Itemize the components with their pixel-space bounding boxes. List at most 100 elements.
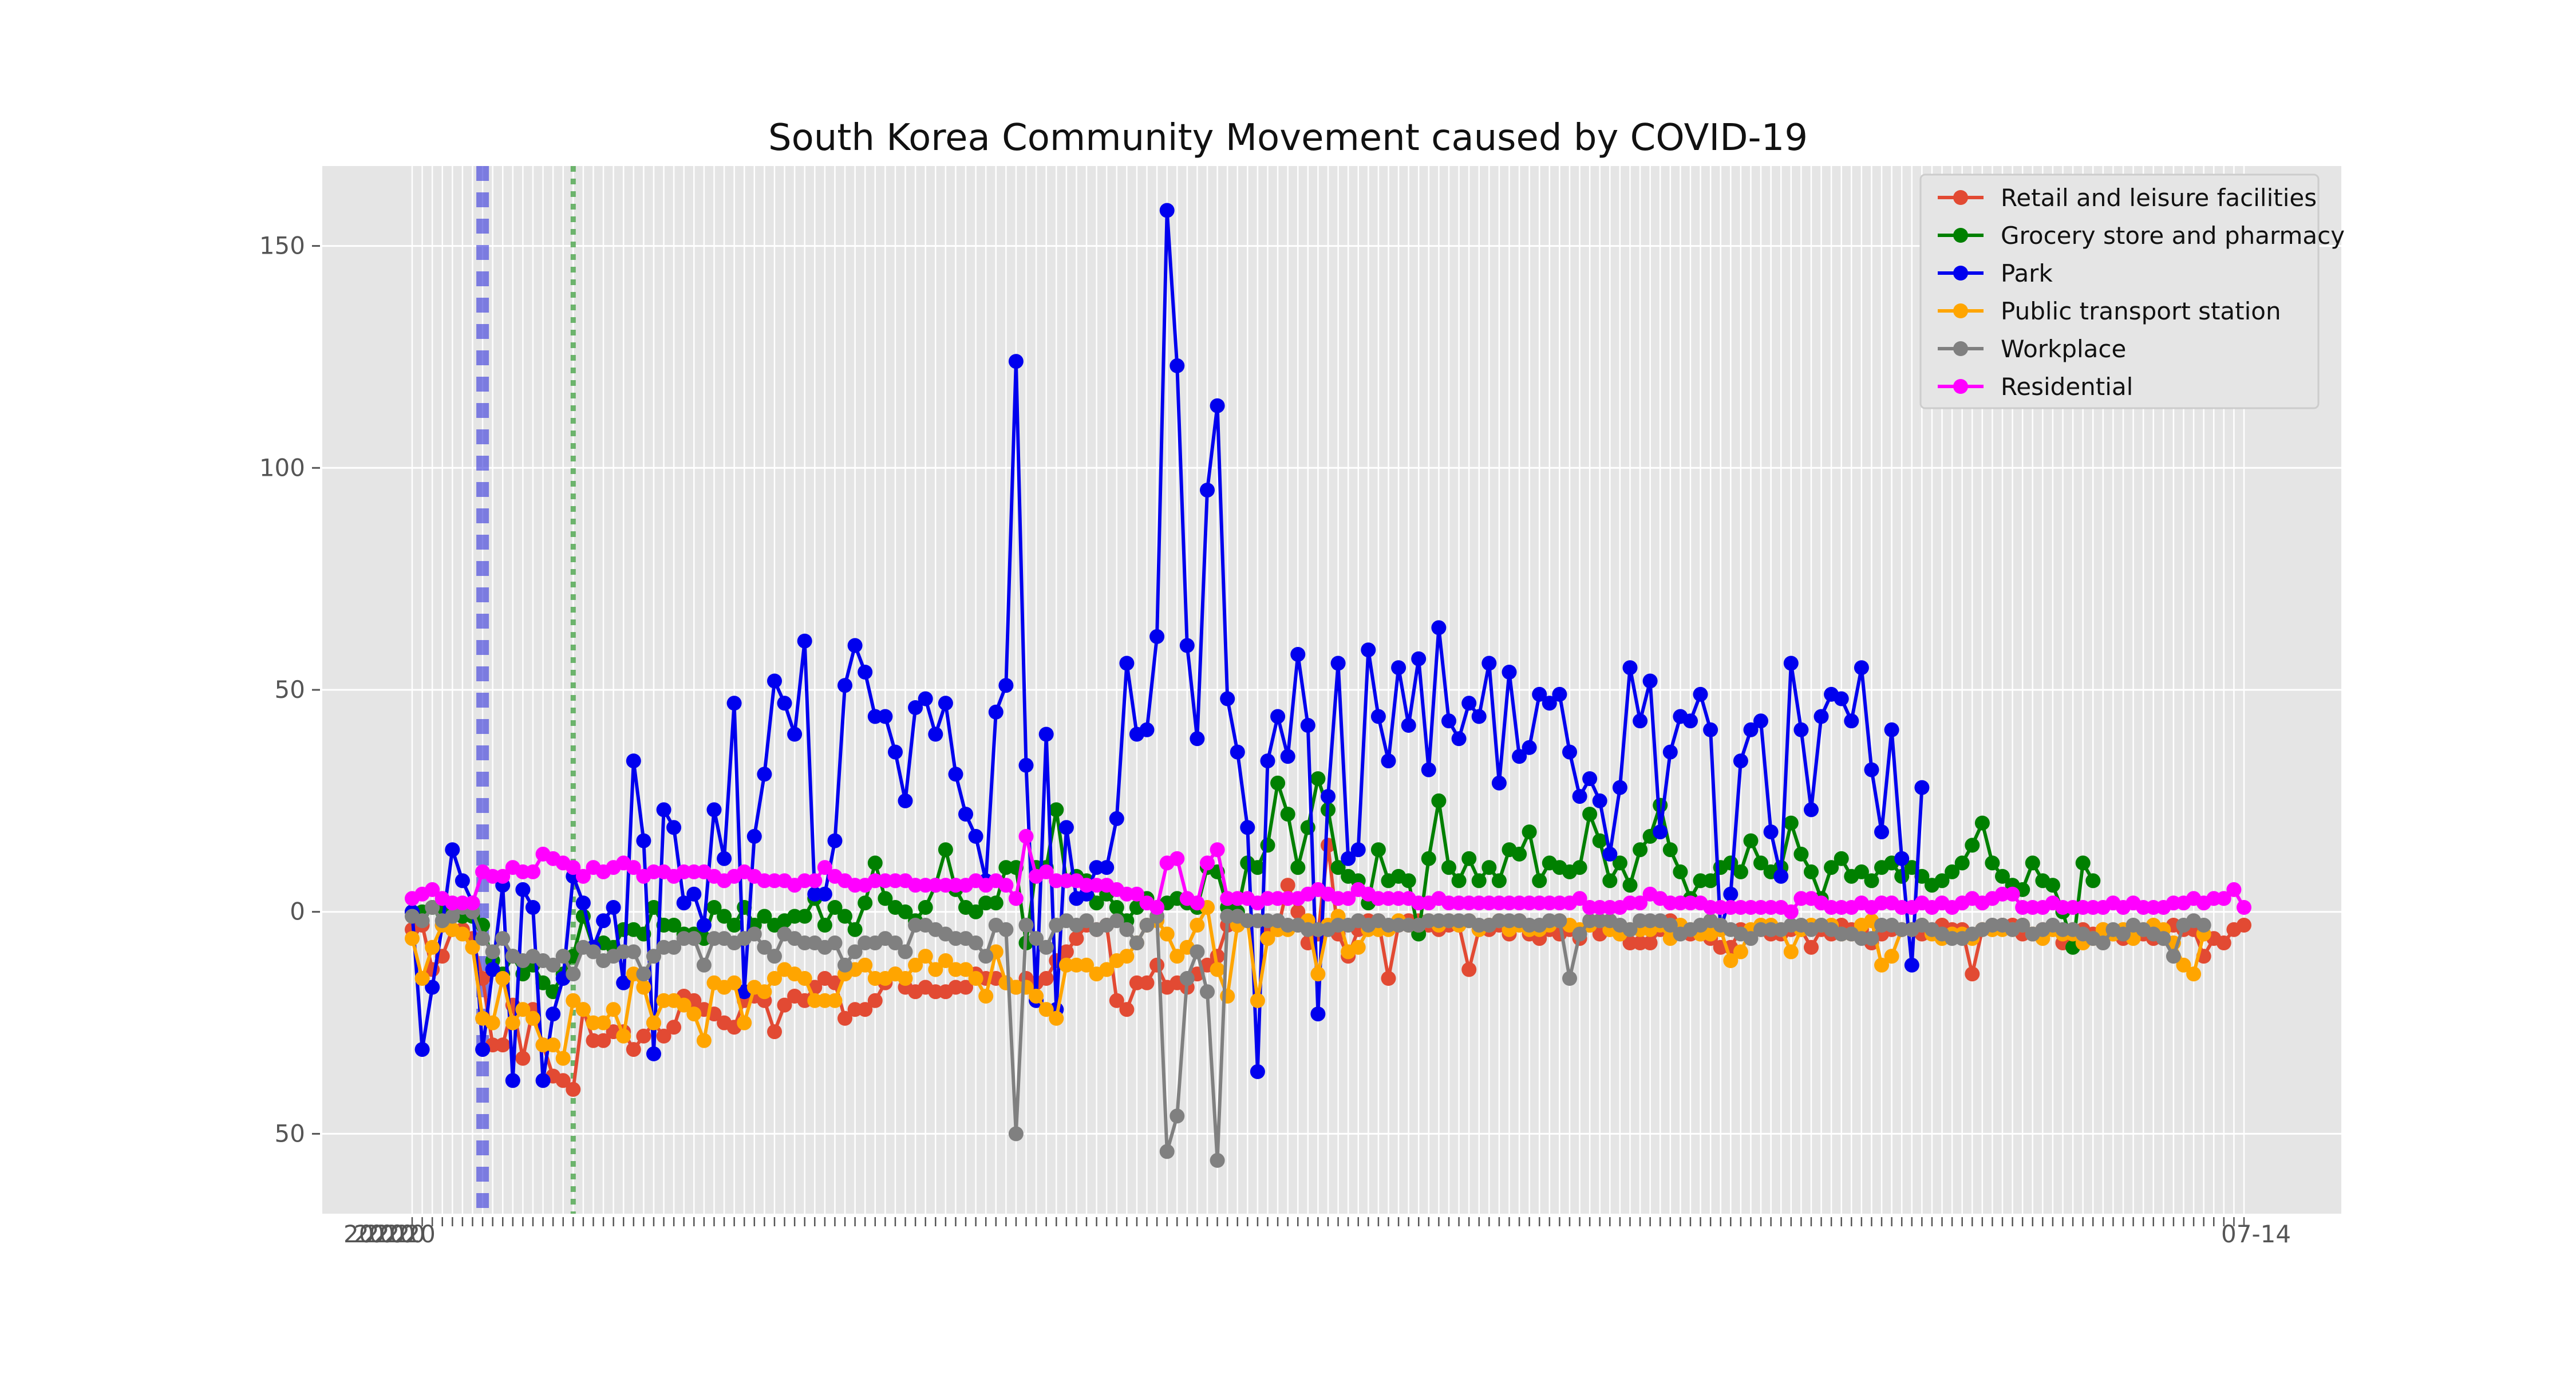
data-point	[1350, 939, 1366, 955]
data-point	[666, 1020, 682, 1035]
data-point	[495, 971, 511, 986]
data-point	[1139, 975, 1155, 990]
data-point	[1270, 709, 1286, 724]
data-point	[1038, 939, 1054, 955]
data-point	[1421, 762, 1436, 777]
data-point	[1109, 993, 1124, 1008]
data-point	[1884, 722, 1899, 737]
data-point	[1179, 638, 1195, 653]
y-tick-label: 50	[275, 676, 305, 704]
data-point	[1038, 727, 1054, 742]
data-point	[1200, 984, 1215, 1000]
data-point	[1018, 918, 1034, 933]
data-point	[2085, 873, 2101, 889]
data-point	[888, 935, 903, 950]
data-point	[2196, 918, 2211, 933]
data-point	[1461, 696, 1477, 711]
data-point	[686, 1006, 702, 1022]
data-point	[837, 909, 852, 924]
data-point	[1441, 860, 1456, 875]
data-point	[1763, 824, 1779, 840]
data-point	[2015, 918, 2030, 933]
data-point	[1582, 807, 1598, 822]
data-point	[858, 665, 873, 680]
data-point	[767, 673, 782, 689]
data-point	[1119, 1002, 1135, 1017]
data-point	[425, 939, 440, 955]
data-point	[1029, 931, 1044, 946]
data-point	[817, 860, 832, 875]
data-point	[1592, 793, 1607, 808]
data-point	[1753, 855, 1768, 871]
data-point	[586, 944, 601, 960]
data-point	[455, 926, 470, 942]
data-point	[626, 944, 641, 960]
series-workplace	[405, 900, 2211, 1168]
data-point	[1814, 709, 1829, 724]
legend-item: Residential	[1938, 373, 2133, 401]
data-point	[1471, 709, 1487, 724]
data-point	[1965, 838, 1980, 853]
x-tick-label: 2020	[374, 1220, 436, 1248]
legend-label: Park	[2001, 259, 2053, 287]
data-point	[1562, 971, 1577, 986]
data-point	[837, 957, 852, 973]
data-point	[1502, 665, 1517, 680]
data-point	[555, 1073, 571, 1088]
data-point	[1210, 1152, 1225, 1168]
data-point	[1804, 939, 1819, 955]
data-point	[2176, 957, 2191, 973]
data-point	[646, 1046, 661, 1061]
data-point	[666, 939, 682, 955]
data-point	[767, 971, 782, 986]
data-point	[1008, 891, 1024, 906]
x-tick-label: 2020	[354, 1220, 415, 1248]
data-point	[878, 709, 893, 724]
data-point	[767, 949, 782, 964]
data-point	[1864, 762, 1879, 777]
data-point	[1129, 935, 1144, 950]
y-tick-label: 150	[259, 232, 305, 260]
data-point	[646, 1015, 661, 1030]
data-point	[757, 767, 772, 782]
data-point	[978, 989, 994, 1004]
data-point	[546, 1037, 561, 1053]
data-point	[1018, 828, 1034, 844]
data-point	[1653, 824, 1668, 840]
data-point	[414, 1042, 430, 1057]
data-point	[1512, 846, 1527, 862]
data-point	[636, 966, 651, 982]
data-point	[2216, 935, 2231, 950]
data-point	[1008, 1126, 1024, 1142]
data-point	[495, 1037, 511, 1053]
data-point	[566, 993, 581, 1008]
data-point	[696, 957, 712, 973]
data-point	[1451, 873, 1467, 889]
data-point	[888, 744, 903, 760]
data-point	[1471, 873, 1487, 889]
data-point	[1542, 696, 1557, 711]
data-point	[757, 939, 772, 955]
data-point	[1200, 855, 1215, 871]
data-point	[1532, 873, 1547, 889]
data-point	[1280, 878, 1295, 893]
legend-marker	[1953, 303, 1968, 318]
data-point	[746, 828, 762, 844]
data-point	[626, 860, 641, 875]
data-point	[928, 962, 943, 977]
data-point	[1572, 789, 1587, 804]
data-point	[1250, 993, 1265, 1008]
data-point	[515, 1002, 531, 1017]
data-point	[1683, 713, 1698, 729]
data-point	[616, 1028, 631, 1044]
data-point	[1321, 789, 1336, 804]
data-point	[1190, 918, 1205, 933]
data-point	[526, 900, 540, 915]
data-point	[1149, 629, 1165, 644]
data-point	[1793, 846, 1809, 862]
data-point	[767, 1024, 782, 1040]
data-point	[425, 882, 440, 897]
data-point	[938, 953, 953, 968]
data-point	[706, 900, 722, 915]
data-point	[1290, 860, 1306, 875]
